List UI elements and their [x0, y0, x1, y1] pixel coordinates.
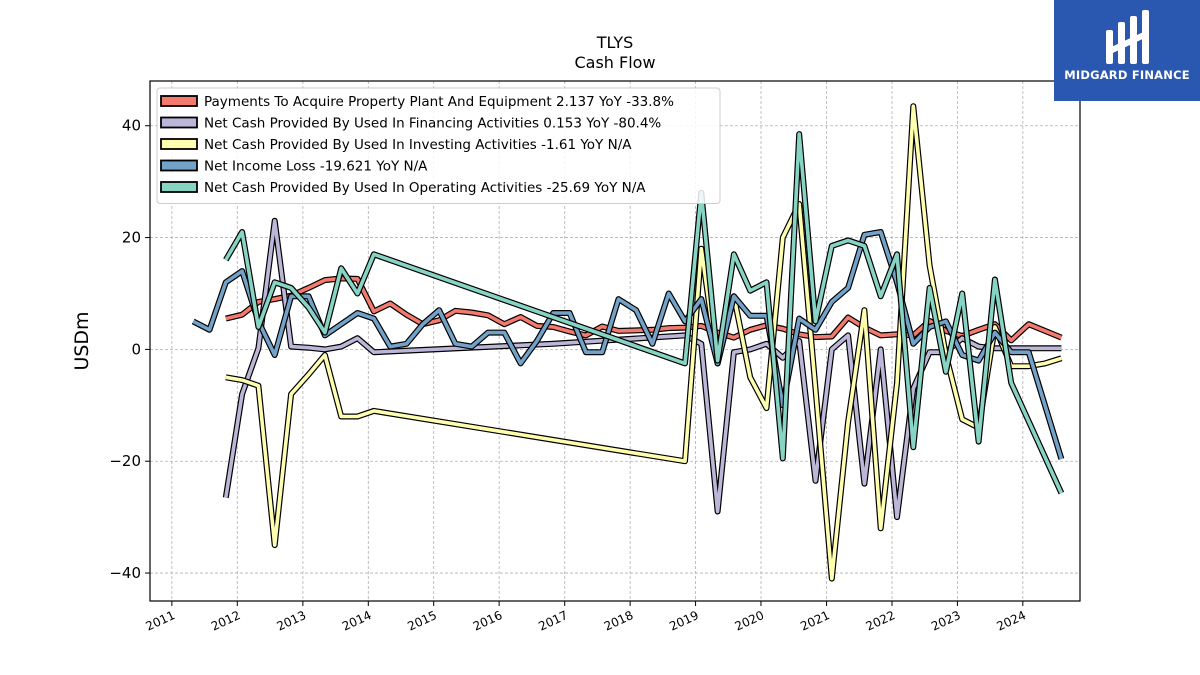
legend-label: Payments To Acquire Property Plant And E…: [204, 94, 674, 110]
legend-label: Net Income Loss -19.621 YoY N/A: [204, 159, 428, 175]
series-line: [225, 104, 1062, 581]
y-tick-label: 40: [122, 117, 141, 135]
brand-name: MIDGARD FINANCE: [1064, 68, 1190, 82]
series-4: [223, 131, 1065, 495]
legend-label: Net Cash Provided By Used In Investing A…: [204, 137, 632, 153]
y-tick-label: −40: [109, 564, 141, 582]
series-lines: [191, 103, 1065, 582]
legend: Payments To Acquire Property Plant And E…: [156, 87, 721, 204]
legend-swatch: [160, 95, 198, 107]
legend-label: Net Cash Provided By Used In Financing A…: [204, 116, 661, 132]
legend-swatch: [160, 159, 198, 172]
midgard-logo-icon: [1106, 10, 1149, 64]
legend-swatch: [160, 116, 198, 129]
y-tick-label: 20: [122, 229, 141, 247]
chart-subtitle: Cash Flow: [574, 53, 655, 72]
chart-title: TLYS: [596, 33, 634, 52]
legend-swatch: [160, 181, 198, 193]
y-tick-label: 0: [131, 340, 141, 358]
brand-logo: MIDGARD FINANCE: [1054, 0, 1200, 101]
y-tick-label: −20: [109, 452, 141, 470]
series-line: [224, 132, 1064, 494]
legend-label: Net Cash Provided By Used In Operating A…: [204, 180, 646, 196]
legend-swatch: [160, 138, 198, 150]
y-axis-label: USDm: [71, 311, 93, 370]
axes-frame: [149, 80, 1081, 602]
series-2: [225, 103, 1063, 582]
legend-box: [156, 87, 721, 204]
